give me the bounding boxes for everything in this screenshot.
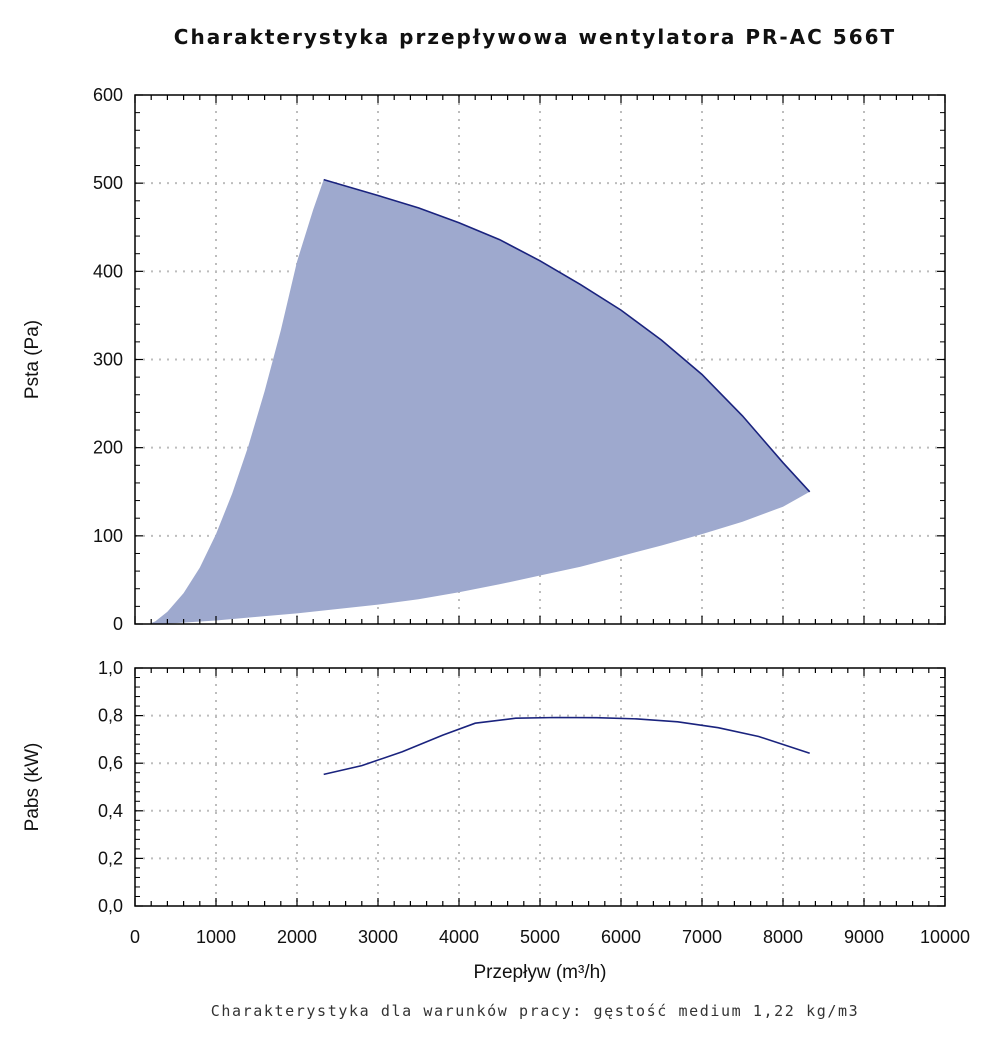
y-tick-label: 300: [93, 350, 123, 370]
y-tick-label: 400: [93, 261, 123, 281]
operating-area: [148, 179, 810, 624]
x-tick-label: 3000: [358, 927, 398, 947]
power-curve: [323, 716, 810, 776]
x-tick-label: 0: [130, 927, 140, 947]
y-tick-label: 0,8: [98, 706, 123, 726]
x-tick-label: 6000: [601, 927, 641, 947]
x-tick-label: 7000: [682, 927, 722, 947]
chart-footer: Charakterystyka dla warunków pracy: gęst…: [211, 1002, 859, 1020]
y-tick-label: 100: [93, 526, 123, 546]
x-tick-label: 4000: [439, 927, 479, 947]
y-tick-label: 0: [113, 614, 123, 634]
y-tick-label: 0,2: [98, 848, 123, 868]
x-tick-label: 8000: [763, 927, 803, 947]
chart-title: Charakterystyka przepływowa wentylatora …: [174, 25, 896, 49]
y-tick-label: 500: [93, 173, 123, 193]
y-axis-label: Psta (Pa): [22, 320, 43, 399]
y-tick-label: 600: [93, 85, 123, 105]
x-tick-label: 5000: [520, 927, 560, 947]
x-tick-label: 2000: [277, 927, 317, 947]
y-tick-label: 0,6: [98, 753, 123, 773]
y-tick-label: 200: [93, 438, 123, 458]
pressure-panel: 0 100 200 300 400 500 600 Psta (Pa): [22, 85, 946, 634]
x-tick-label: 10000: [920, 927, 970, 947]
max-pressure-curve: [323, 178, 811, 493]
plot-frame: [134, 667, 946, 907]
power-panel: 0,0 0,2 0,4 0,6 0,8 1,0 Pabs (kW) 0 1000 2000 3000…: [22, 658, 970, 947]
y-axis-label: Pabs (kW): [22, 743, 43, 832]
x-tick-label: 1000: [196, 927, 236, 947]
y-tick-label: 0,0: [98, 896, 123, 916]
x-tick-label: 9000: [844, 927, 884, 947]
y-tick-label: 1,0: [98, 658, 123, 678]
x-axis-label: Przepływ (m³/h): [473, 962, 606, 983]
y-tick-label: 0,4: [98, 801, 123, 821]
